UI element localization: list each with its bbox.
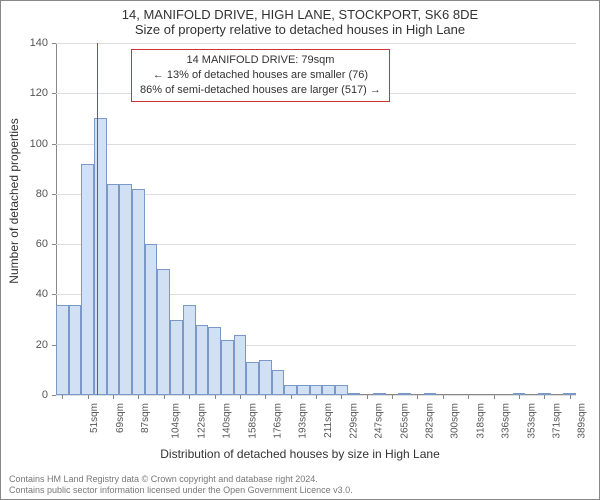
histogram-bar <box>310 385 323 395</box>
y-tick-mark <box>52 395 56 396</box>
footer-line2: Contains public sector information licen… <box>9 485 353 497</box>
x-tick-label: 104sqm <box>171 403 182 439</box>
histogram-bar <box>170 320 183 395</box>
histogram-bar <box>107 184 120 395</box>
histogram-bar <box>69 305 82 396</box>
grid-line <box>56 43 576 44</box>
reference-line <box>97 43 98 395</box>
histogram-bar <box>335 385 348 395</box>
y-tick-mark <box>52 144 56 145</box>
annotation-line2: ← 13% of detached houses are smaller (76… <box>140 68 381 83</box>
x-tick-label: 193sqm <box>298 403 309 439</box>
x-tick-mark <box>291 395 292 399</box>
histogram-bar <box>398 393 411 396</box>
x-tick-label: 211sqm <box>322 403 333 438</box>
x-tick-mark <box>570 395 571 399</box>
histogram-bar <box>56 305 69 396</box>
x-tick-mark <box>138 395 139 399</box>
histogram-bar <box>272 370 285 395</box>
chart-title-sub: Size of property relative to detached ho… <box>1 22 599 37</box>
grid-line <box>56 144 576 145</box>
histogram-bar <box>284 385 297 395</box>
x-tick-mark <box>367 395 368 399</box>
x-tick-mark <box>316 395 317 399</box>
x-tick-mark <box>417 395 418 399</box>
y-tick-label: 120 <box>18 87 48 99</box>
histogram-bar <box>297 385 310 395</box>
annotation-box: 14 MANIFOLD DRIVE: 79sqm ← 13% of detach… <box>131 49 390 102</box>
histogram-bar <box>81 164 94 395</box>
histogram-bar <box>322 385 335 395</box>
x-tick-mark <box>341 395 342 399</box>
histogram-bar <box>221 340 234 395</box>
histogram-bar <box>348 393 361 396</box>
x-tick-mark <box>164 395 165 399</box>
x-tick-label: 122sqm <box>196 403 207 439</box>
y-tick-mark <box>52 93 56 94</box>
x-tick-label: 158sqm <box>247 403 258 439</box>
x-tick-label: 247sqm <box>374 403 385 439</box>
y-tick-mark <box>52 244 56 245</box>
x-tick-label: 371sqm <box>552 403 563 439</box>
x-tick-mark <box>443 395 444 399</box>
x-tick-mark <box>88 395 89 399</box>
y-tick-label: 100 <box>18 138 48 150</box>
x-tick-label: 87sqm <box>140 403 151 433</box>
y-tick-label: 40 <box>18 288 48 300</box>
histogram-bar <box>234 335 247 395</box>
x-tick-label: 318sqm <box>475 403 486 439</box>
x-tick-mark <box>265 395 266 399</box>
y-tick-label: 80 <box>18 188 48 200</box>
chart-container: 14, MANIFOLD DRIVE, HIGH LANE, STOCKPORT… <box>0 0 600 500</box>
y-tick-mark <box>52 294 56 295</box>
x-tick-mark <box>519 395 520 399</box>
x-tick-label: 265sqm <box>399 403 410 439</box>
histogram-bar <box>119 184 132 395</box>
x-tick-mark <box>392 395 393 399</box>
histogram-bar <box>157 269 170 395</box>
x-tick-mark <box>62 395 63 399</box>
x-tick-mark <box>189 395 190 399</box>
x-tick-label: 51sqm <box>89 403 100 433</box>
x-tick-mark <box>468 395 469 399</box>
y-tick-label: 20 <box>18 339 48 351</box>
x-tick-label: 176sqm <box>272 403 283 439</box>
x-tick-mark <box>240 395 241 399</box>
x-tick-label: 69sqm <box>115 403 126 433</box>
x-tick-mark <box>494 395 495 399</box>
x-tick-label: 336sqm <box>501 403 512 439</box>
x-tick-mark <box>544 395 545 399</box>
annotation-line1: 14 MANIFOLD DRIVE: 79sqm <box>140 53 381 68</box>
x-tick-label: 353sqm <box>526 403 537 439</box>
x-tick-label: 300sqm <box>450 403 461 439</box>
x-tick-label: 389sqm <box>577 403 588 439</box>
x-tick-mark <box>215 395 216 399</box>
histogram-bar <box>132 189 145 395</box>
footer-line1: Contains HM Land Registry data © Crown c… <box>9 474 353 486</box>
y-tick-mark <box>52 194 56 195</box>
y-tick-label: 140 <box>18 37 48 49</box>
y-tick-label: 60 <box>18 238 48 250</box>
histogram-bar <box>208 327 221 395</box>
annotation-line3: 86% of semi-detached houses are larger (… <box>140 83 381 98</box>
y-tick-label: 0 <box>18 389 48 401</box>
histogram-bar <box>246 362 259 395</box>
x-axis-label: Distribution of detached houses by size … <box>1 447 599 461</box>
x-tick-mark <box>113 395 114 399</box>
x-tick-label: 140sqm <box>222 403 233 439</box>
histogram-bar <box>196 325 209 395</box>
histogram-bar <box>183 305 196 396</box>
y-tick-mark <box>52 43 56 44</box>
chart-title-main: 14, MANIFOLD DRIVE, HIGH LANE, STOCKPORT… <box>1 7 599 22</box>
histogram-bar <box>259 360 272 395</box>
histogram-bar <box>145 244 158 395</box>
footer-text: Contains HM Land Registry data © Crown c… <box>9 474 353 497</box>
histogram-bar <box>373 393 386 396</box>
histogram-bar <box>424 393 437 396</box>
x-tick-label: 229sqm <box>349 403 360 439</box>
x-tick-label: 282sqm <box>425 403 436 439</box>
